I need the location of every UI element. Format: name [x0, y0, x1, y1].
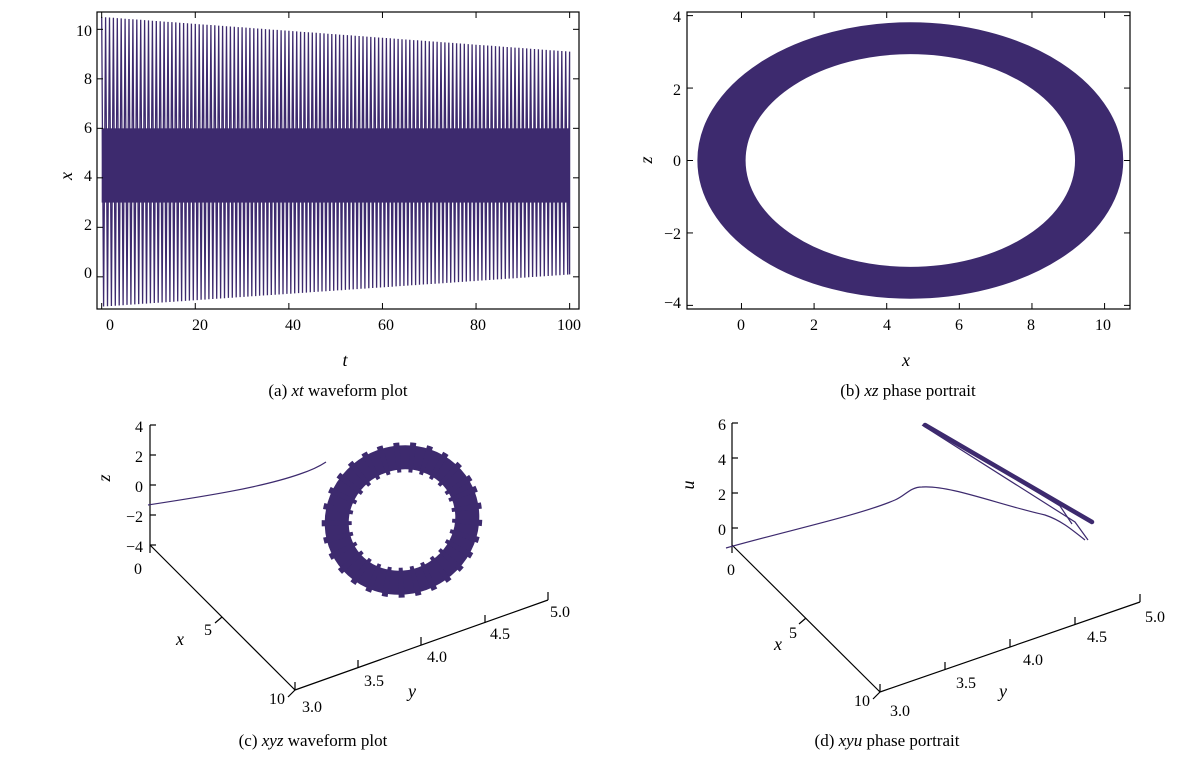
tick-a-x-0: 0 [106, 317, 114, 334]
axis-label-c-z: z [94, 474, 114, 482]
tick-c-y-5.0: 5.0 [550, 604, 570, 621]
tick-a-y-4: 4 [84, 168, 92, 185]
tick-c-y-4.5: 4.5 [490, 626, 510, 643]
series-line-d-main [725, 486, 1086, 549]
tick-a-x-60: 60 [378, 317, 394, 334]
tick-c-x-10: 10 [269, 691, 285, 708]
axis-label-c-y: y [406, 681, 416, 701]
axes-d [731, 422, 1141, 700]
series-ring-b [697, 22, 1124, 299]
tick-c-y-4.0: 4.0 [427, 649, 447, 666]
panel-a: 0 20 40 60 80 100 0 2 4 6 8 10 t x (a) x… [56, 11, 581, 400]
tick-a-x-100: 100 [557, 317, 581, 334]
axis-label-b-y: z [636, 156, 656, 164]
panel-b: 0 2 4 6 8 10 4 2 0 −2 −4 x z (b) xz phas… [636, 9, 1131, 400]
series-line-c-tail [147, 461, 327, 506]
axis-label-c-x: x [175, 629, 184, 649]
axis-label-a-y: x [56, 172, 76, 181]
tick-d-y-4.5: 4.5 [1087, 629, 1107, 646]
axes-b [687, 12, 1130, 309]
tick-b-x-2: 2 [810, 317, 818, 334]
axes-c [149, 424, 549, 698]
series-ring-c [321, 442, 483, 598]
axis-label-d-y: y [997, 681, 1007, 701]
series-band-d [922, 422, 1095, 525]
plot-frame-b [686, 11, 1131, 310]
series-dense-band-a [101, 128, 570, 203]
tick-c-y-3.5: 3.5 [364, 673, 384, 690]
caption-d: (d) xyu phase portrait [815, 731, 960, 750]
series-line-d-upper [921, 424, 1089, 541]
tick-c-z-m4: −4 [126, 539, 143, 556]
tick-c-z-2: 2 [135, 449, 143, 466]
tick-a-x-80: 80 [470, 317, 486, 334]
tick-c-y-3.0: 3.0 [302, 699, 322, 716]
tick-b-x-6: 6 [955, 317, 963, 334]
panel-d: 6 4 2 0 0 5 10 3.0 3.5 4.0 4.5 5.0 u x y… [678, 417, 1165, 750]
tick-b-y-m4: −4 [664, 295, 681, 312]
tick-b-y-m2: −2 [664, 226, 681, 243]
axis-label-b-x: x [901, 350, 910, 370]
axis-label-d-x: x [773, 634, 782, 654]
tick-a-y-6: 6 [84, 120, 92, 137]
tick-c-z-0: 0 [135, 479, 143, 496]
tick-d-u-2: 2 [718, 487, 726, 504]
tick-b-x-8: 8 [1027, 317, 1035, 334]
tick-d-y-3.5: 3.5 [956, 675, 976, 692]
tick-d-y-3.0: 3.0 [890, 703, 910, 720]
panel-c: 4 2 0 −2 −4 0 5 10 3.0 3.5 4.0 4.5 5.0 z… [94, 419, 570, 750]
caption-c: (c) xyz waveform plot [239, 731, 388, 750]
tick-a-x-40: 40 [285, 317, 301, 334]
tick-a-y-10: 10 [76, 23, 92, 40]
tick-b-x-10: 10 [1095, 317, 1111, 334]
tick-d-y-5.0: 5.0 [1145, 609, 1165, 626]
tick-a-y-8: 8 [84, 71, 92, 88]
tick-d-u-4: 4 [718, 452, 726, 469]
tick-b-y-0: 0 [673, 153, 681, 170]
tick-c-z-m2: −2 [126, 509, 143, 526]
axis-label-a-x: t [342, 350, 348, 370]
tick-d-x-5: 5 [789, 625, 797, 642]
tick-b-x-0: 0 [737, 317, 745, 334]
series-line-a [101, 16, 571, 307]
tick-d-x-10: 10 [854, 693, 870, 710]
plot-frame-a [96, 11, 580, 310]
caption-b: (b) xz phase portrait [840, 381, 976, 400]
tick-a-y-2: 2 [84, 217, 92, 234]
tick-a-x-20: 20 [192, 317, 208, 334]
tick-d-x-0: 0 [727, 562, 735, 579]
tick-a-y-0: 0 [84, 265, 92, 282]
tick-d-u-6: 6 [718, 417, 726, 434]
tick-b-y-2: 2 [673, 82, 681, 99]
tick-c-x-0: 0 [134, 561, 142, 578]
tick-c-z-4: 4 [135, 419, 143, 436]
axis-label-d-u: u [678, 481, 698, 490]
tick-b-x-4: 4 [883, 317, 891, 334]
axes-a [97, 12, 579, 309]
tick-d-y-4.0: 4.0 [1023, 652, 1043, 669]
tick-d-u-0: 0 [718, 522, 726, 539]
caption-a: (a) xt waveform plot [268, 381, 408, 400]
tick-b-y-4: 4 [673, 9, 681, 26]
tick-c-x-5: 5 [204, 622, 212, 639]
